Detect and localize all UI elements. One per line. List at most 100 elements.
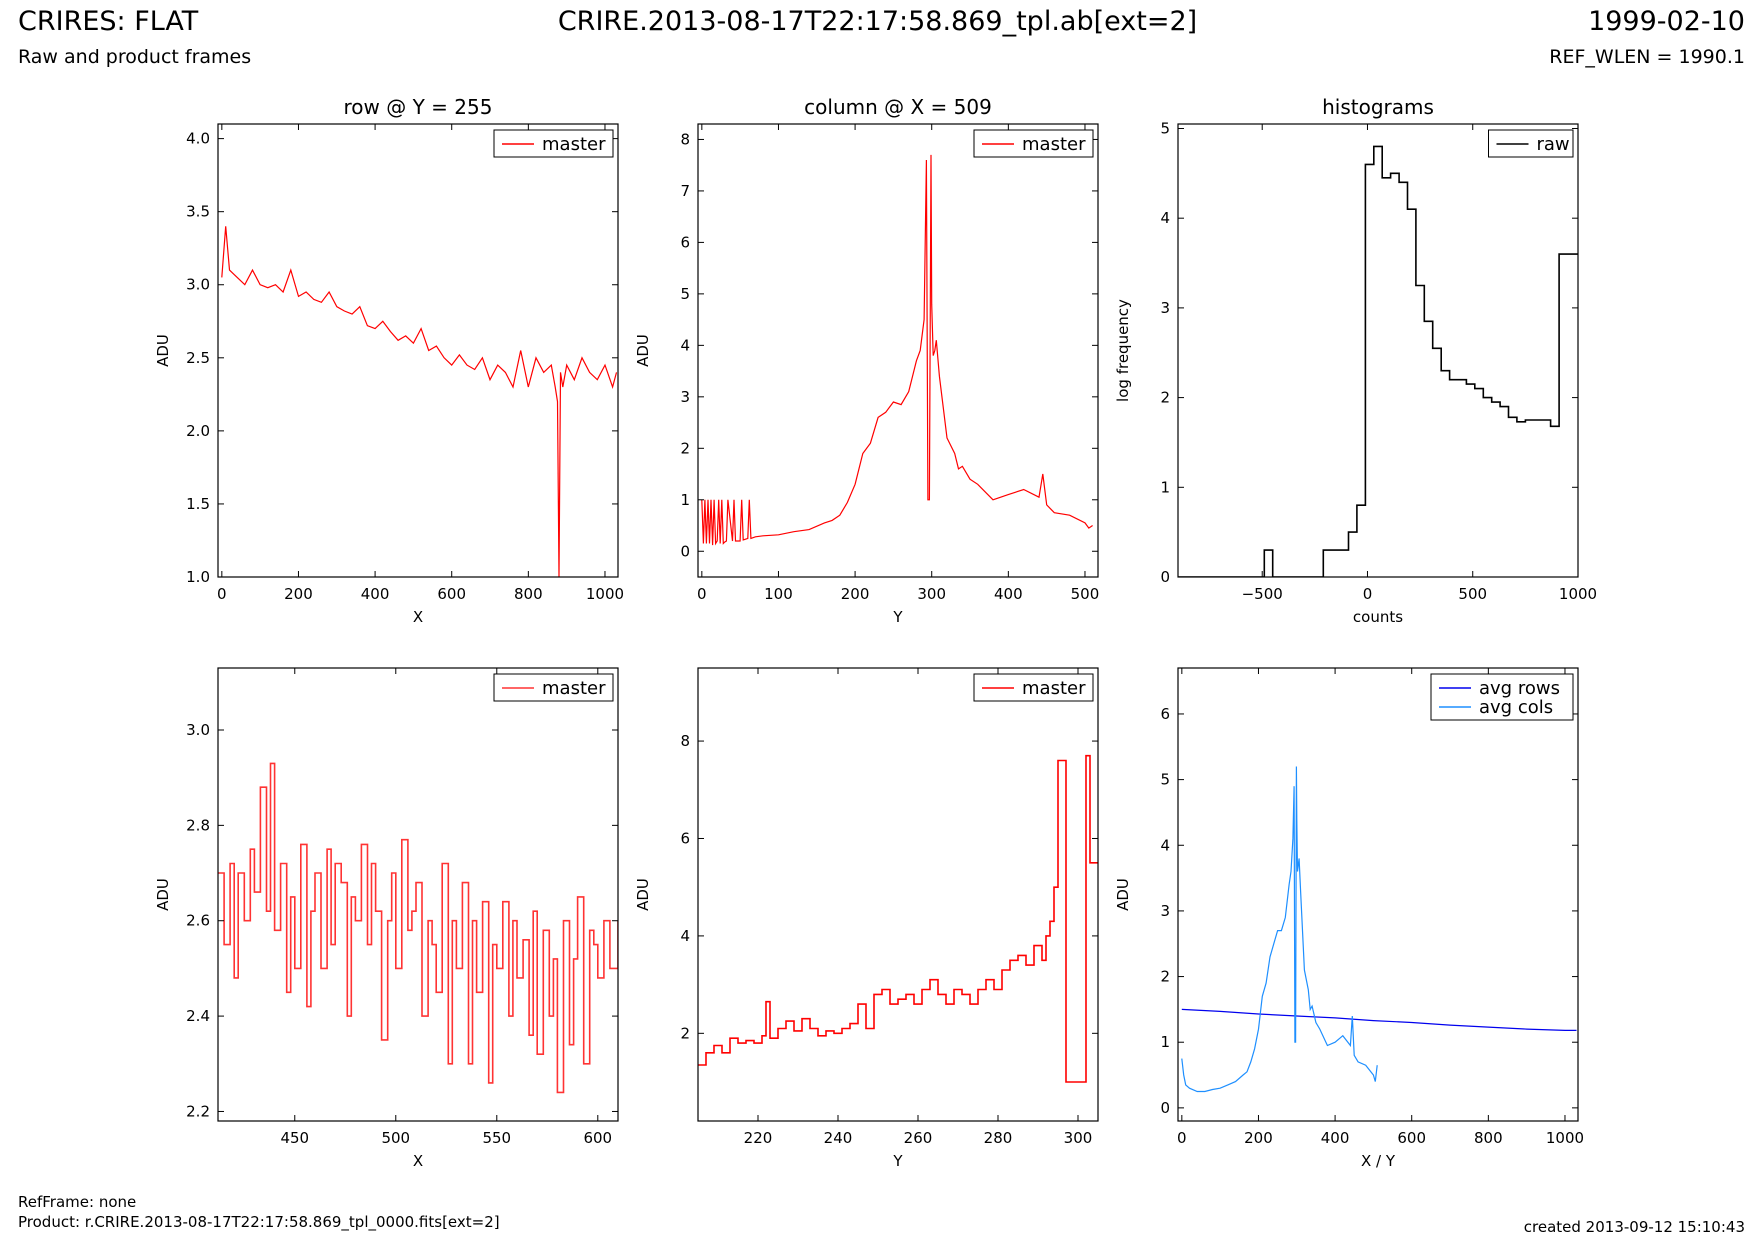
plot-title: row @ Y = 255 — [344, 95, 493, 119]
legend: master — [973, 129, 1094, 158]
y-tick-label: 6 — [680, 829, 690, 847]
y-tick-label: 1 — [1160, 1033, 1170, 1051]
legend: master — [493, 673, 614, 702]
y-tick-label: 2.6 — [186, 912, 210, 930]
x-tick-label: 500 — [1071, 585, 1100, 603]
x-tick-label: 200 — [1244, 1129, 1273, 1147]
plot-frame — [697, 667, 1099, 1122]
x-tick-label: 1000 — [1546, 1129, 1584, 1147]
x-tick-label: 260 — [904, 1129, 933, 1147]
y-tick-label: 1.0 — [186, 568, 210, 586]
y-tick-label: 2.4 — [186, 1007, 210, 1025]
y-tick-label: 4 — [1160, 836, 1170, 854]
plot-frame — [217, 123, 619, 578]
y-tick-label: 2.0 — [186, 422, 210, 440]
y-tick-label: 1 — [680, 491, 690, 509]
x-tick-label: 300 — [1064, 1129, 1093, 1147]
y-axis-label: ADU — [154, 878, 172, 911]
x-tick-label: 1000 — [1559, 585, 1597, 603]
y-tick-label: 3 — [1160, 902, 1170, 920]
y-tick-label: 8 — [680, 732, 690, 750]
y-tick-label: 2 — [1160, 389, 1170, 407]
y-tick-label: 2 — [1160, 968, 1170, 986]
y-tick-label: 5 — [1160, 771, 1170, 789]
y-tick-label: 3.0 — [186, 276, 210, 294]
x-tick-label: 240 — [824, 1129, 853, 1147]
x-tick-label: 280 — [984, 1129, 1013, 1147]
legend-entry: master — [542, 134, 606, 155]
y-tick-label: 4 — [1160, 209, 1170, 227]
y-axis-label: ADU — [1114, 878, 1132, 911]
x-tick-label: 1000 — [586, 585, 624, 603]
y-tick-label: 3 — [1160, 299, 1170, 317]
x-tick-label: 220 — [744, 1129, 773, 1147]
x-axis-label: counts — [1353, 608, 1403, 626]
plot-title: histograms — [1322, 95, 1434, 119]
plot-title: column @ X = 509 — [804, 95, 992, 119]
x-tick-label: −500 — [1242, 585, 1283, 603]
y-tick-label: 3.5 — [186, 203, 210, 221]
y-tick-label: 8 — [680, 130, 690, 148]
legend: master — [493, 129, 614, 158]
legend-entry: master — [542, 678, 606, 699]
y-tick-label: 0 — [680, 542, 690, 560]
x-tick-label: 200 — [841, 585, 870, 603]
x-axis-label: X — [413, 608, 423, 626]
plot-3: −500 0 500 1000 0 1 2 3 4 5 counts log frequency his… — [1114, 95, 1597, 626]
y-tick-label: 2 — [680, 439, 690, 457]
y-tick-label: 7 — [680, 182, 690, 200]
x-tick-label: 100 — [764, 585, 793, 603]
y-tick-label: 5 — [680, 285, 690, 303]
y-tick-label: 4.0 — [186, 130, 210, 148]
plot-frame — [1177, 123, 1579, 578]
legend-entry: master — [1022, 134, 1086, 155]
date-label: 1999-02-10 — [1588, 6, 1745, 37]
plot-5: 220 240 260 280 300 2 4 6 8 Y ADU master — [634, 667, 1099, 1170]
y-tick-label: 0 — [1160, 568, 1170, 586]
x-tick-label: 600 — [1397, 1129, 1426, 1147]
x-tick-label: 0 — [217, 585, 227, 603]
y-axis-label: ADU — [634, 878, 652, 911]
x-tick-label: 600 — [583, 1129, 612, 1147]
x-tick-label: 0 — [697, 585, 707, 603]
y-tick-label: 1.5 — [186, 495, 210, 513]
plot-2: 0 100 200 300 400 500 0 1 2 3 4 5 6 7 8 Y ADU column @ X … — [634, 95, 1099, 626]
plot-4: 450 500 550 600 2.2 2.4 2.6 2.8 3.0 X ADU master — [154, 667, 619, 1170]
x-tick-label: 0 — [1363, 585, 1373, 603]
page-subtitle: Raw and product frames — [18, 46, 252, 68]
y-tick-label: 3.0 — [186, 721, 210, 739]
y-axis-label: log frequency — [1114, 299, 1132, 402]
series-line-raw — [1178, 145, 1578, 577]
x-tick-label: 400 — [1321, 1129, 1350, 1147]
series-line-avg-rows — [1181, 1008, 1577, 1032]
y-tick-label: 1 — [1160, 478, 1170, 496]
legend-box — [1430, 673, 1574, 721]
file-title: CRIRE.2013-08-17T22:17:58.869_tpl.ab[ext… — [557, 6, 1198, 37]
plot-frame — [217, 667, 619, 1122]
x-tick-label: 450 — [280, 1129, 309, 1147]
y-tick-label: 0 — [1160, 1099, 1170, 1117]
plot-frame — [697, 123, 1099, 578]
x-tick-label: 500 — [381, 1129, 410, 1147]
series-line-master — [698, 754, 1098, 1083]
y-axis-label: ADU — [634, 334, 652, 367]
x-axis-label: Y — [892, 1152, 903, 1170]
y-tick-label: 5 — [1160, 119, 1170, 137]
series-line-avg-cols — [1181, 766, 1378, 1093]
y-tick-label: 2 — [680, 1024, 690, 1042]
series-line-master — [701, 154, 1093, 546]
legend: raw — [1488, 129, 1574, 158]
y-tick-label: 2.2 — [186, 1102, 210, 1120]
legend: master — [973, 673, 1094, 702]
x-tick-label: 300 — [917, 585, 946, 603]
series-line-master — [218, 762, 618, 1094]
series-line-master — [221, 226, 618, 577]
product-label: Product: r.CRIRE.2013-08-17T22:17:58.869… — [18, 1213, 500, 1231]
y-axis-label: ADU — [154, 334, 172, 367]
legend-entry: master — [1022, 678, 1086, 699]
y-tick-label: 4 — [680, 336, 690, 354]
refframe-label: RefFrame: none — [18, 1193, 137, 1211]
x-tick-label: 0 — [1177, 1129, 1187, 1147]
